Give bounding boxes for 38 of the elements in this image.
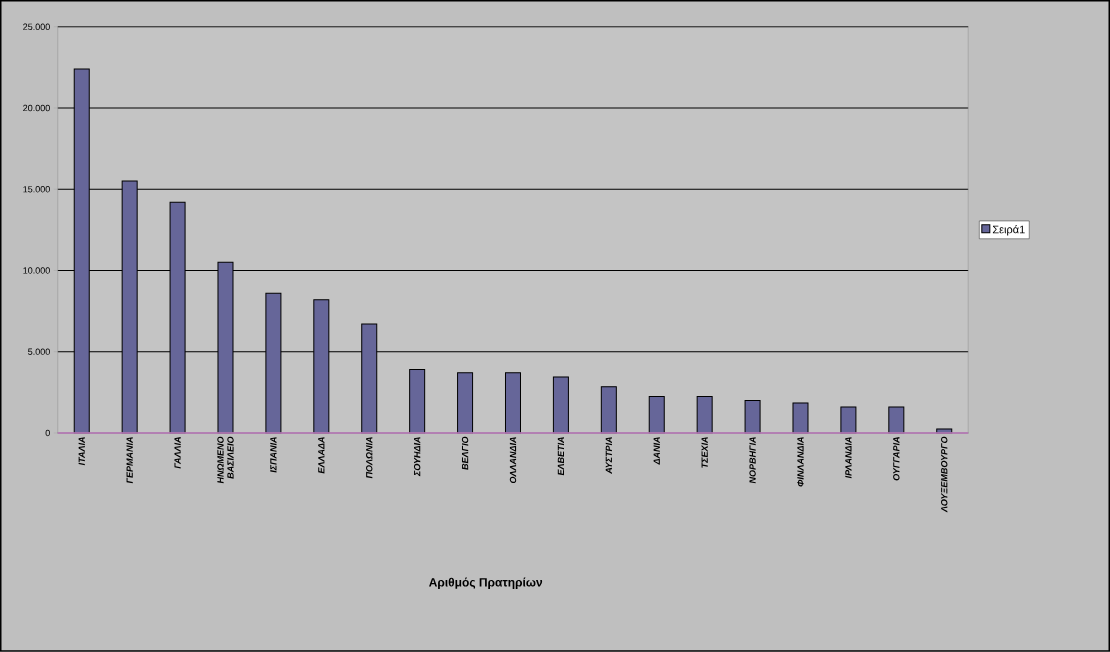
y-tick-label: 20.000: [23, 104, 50, 112]
y-tick-label: 15.000: [23, 186, 50, 193]
x-tick-label: ΟΥΓΓΑΡΙΑ: [893, 437, 900, 481]
bar: [648, 395, 665, 434]
x-tick-label: ΒΕΛΓΙΟ: [461, 436, 469, 470]
x-tick-label: ΛΟΥΞΕΜΒΟΥΡΓΟ: [941, 436, 948, 513]
x-tick-label: ΟΛΛΑΝΔΙΑ: [509, 437, 517, 484]
bar: [409, 369, 426, 434]
x-tick-label: ΑΥΣΤΡΙΑ: [605, 437, 612, 474]
x-tick-label: ΓΕΡΜΑΝΙΑ: [126, 437, 133, 484]
bar: [792, 402, 809, 434]
x-tick-label: ΝΟΡΒΗΓΙΑ: [749, 437, 756, 484]
bar: [504, 372, 521, 434]
x-tick-label: ΙΡΛΑΝΔΙΑ: [845, 437, 852, 479]
y-tick-label: 5.000: [28, 348, 50, 355]
bar: [552, 376, 569, 434]
x-tick-label: ΙΣΠΑΝΙΑ: [270, 437, 277, 473]
x-tick-label: ΣΟΥΗΔΙΑ: [413, 437, 421, 477]
y-tick-label: 25.000: [23, 23, 50, 31]
x-tick-label: ΦΙΝΛΑΝΔΙΑ: [797, 437, 804, 487]
bar: [600, 386, 617, 434]
x-tick-label: ΠΟΛΩΝΙΑ: [366, 437, 373, 479]
y-tick-label: 10.000: [23, 267, 50, 274]
x-tick-label: ΤΣΕΧΙΑ: [701, 437, 708, 468]
bar: [888, 406, 905, 434]
bar: [696, 395, 713, 434]
y-tick-label: 0: [45, 429, 50, 437]
bar: [744, 400, 761, 434]
bar: [457, 372, 474, 434]
x-tick-label: ΙΤΑΛΙΑ: [78, 437, 85, 466]
text: Αριθμός Πρατηρίων: [429, 577, 543, 589]
x-tick-label: ΕΛΛΑΔΑ: [318, 437, 325, 474]
x-tick-label: ΓΑΛΛΙΑ: [174, 437, 181, 469]
x-tick-label: ΕΛΒΕΤΙΑ: [557, 437, 564, 476]
x-tick-label: ΔΑΝΙΑ: [653, 437, 660, 465]
legend-label: Σειρά1: [992, 225, 1025, 236]
x-tick-label: ΗΝΩΜΕΝΟ ΒΑΣΙΛΕΙΟ: [217, 436, 234, 484]
bar: [840, 406, 857, 434]
